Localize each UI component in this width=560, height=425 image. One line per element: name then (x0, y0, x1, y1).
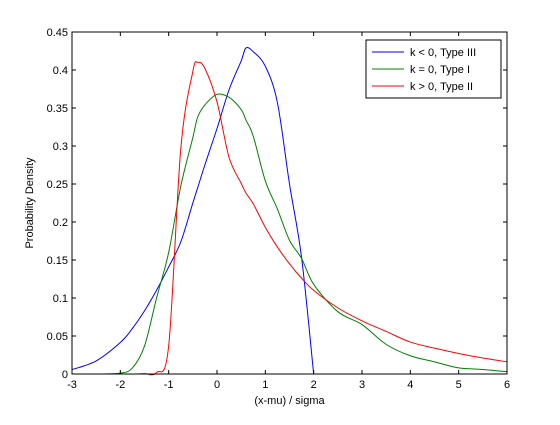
x-tick-label: 2 (311, 379, 317, 391)
x-tick-label: -1 (164, 379, 174, 391)
x-axis-label: (x-mu) / sigma (254, 395, 325, 407)
y-axis-label: Probability Density (24, 157, 36, 249)
y-tick-label: 0 (62, 369, 68, 381)
x-tick-label: -2 (115, 379, 125, 391)
y-tick-label: 0.25 (47, 179, 68, 191)
y-tick-label: 0.45 (47, 27, 68, 39)
legend-label: k < 0, Type III (410, 47, 476, 59)
x-tick-label: 4 (407, 379, 413, 391)
x-tick-label: 0 (214, 379, 220, 391)
x-tick-label: 1 (262, 379, 268, 391)
y-tick-label: 0.3 (53, 141, 68, 153)
legend: k < 0, Type III k = 0, Type I k > 0, Type … (365, 39, 502, 99)
x-tick-label: 5 (456, 379, 462, 391)
x-tick-label: -3 (67, 379, 77, 391)
x-tick-label: 6 (504, 379, 510, 391)
y-tick-label: 0.05 (47, 331, 68, 343)
plot-frame (71, 31, 508, 375)
y-tick-label: 0.35 (47, 103, 68, 115)
legend-label: k = 0, Type I (410, 64, 470, 76)
legend-label: k > 0, Type II (410, 81, 473, 93)
series-line-1 (71, 46, 315, 375)
y-tick-label: 0.15 (47, 255, 68, 267)
series-line-2 (71, 93, 508, 375)
x-tick-label: 3 (359, 379, 365, 391)
y-tick-label: 0.2 (53, 217, 68, 229)
y-tick-label: 0.4 (53, 65, 68, 77)
ticks-layer: -3 -2 -1 0 1 2 3 4 5 6 0 0.05 0.1 0.15 0.2 0.25 0.3 0.35 0… (47, 27, 510, 391)
y-tick-label: 0.1 (53, 293, 68, 305)
